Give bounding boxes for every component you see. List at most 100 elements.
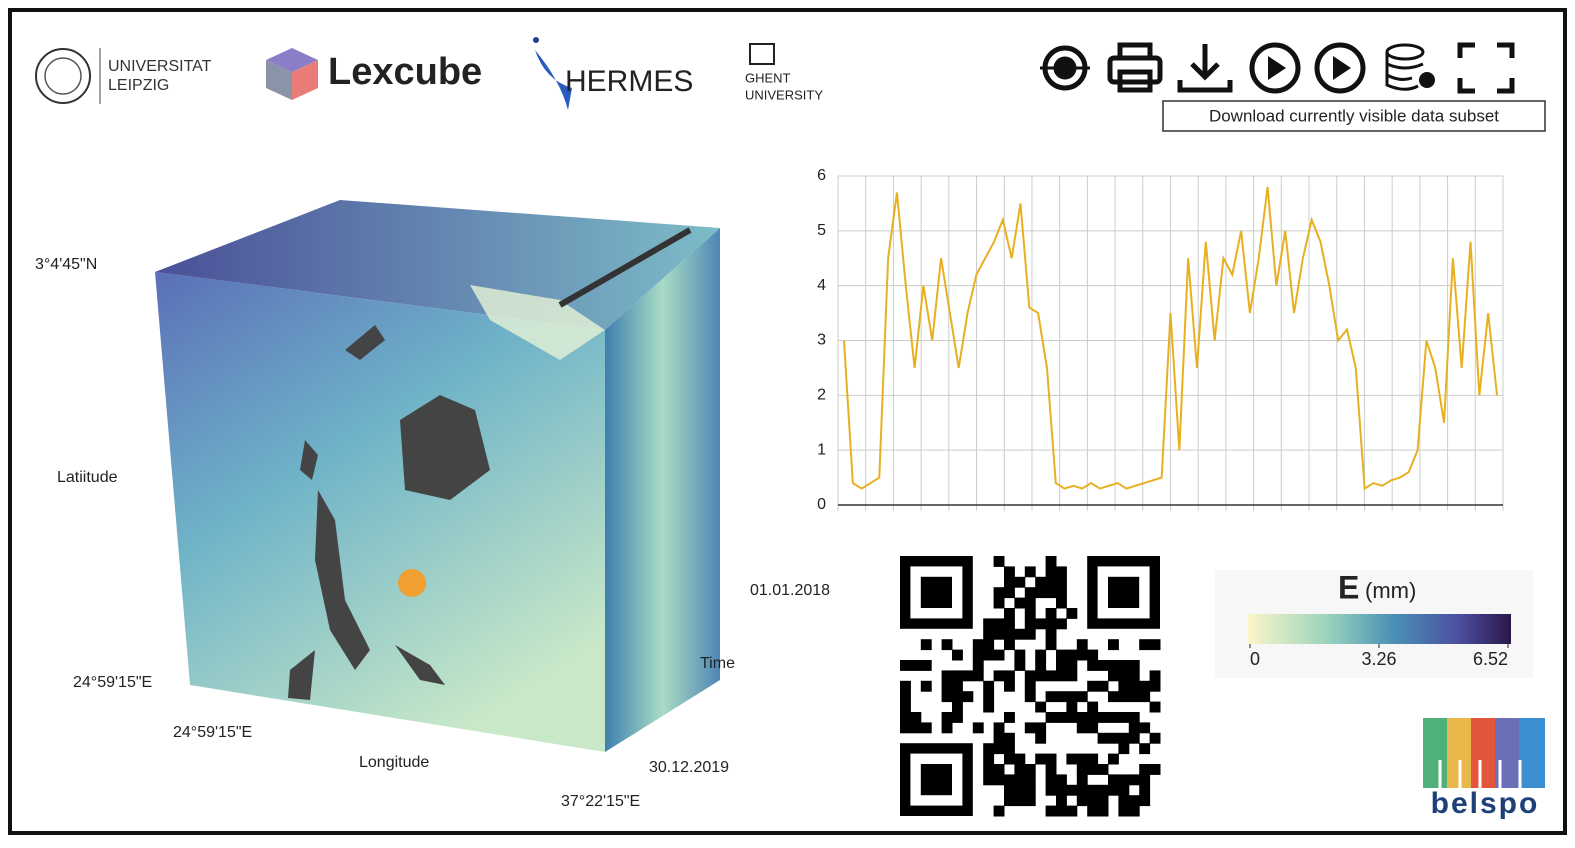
qr-module	[1035, 722, 1046, 733]
qr-module	[1025, 785, 1036, 796]
qr-module	[1077, 639, 1088, 650]
qr-module	[1014, 774, 1025, 785]
qr-module	[1035, 618, 1046, 629]
qr-module	[1014, 754, 1025, 765]
qr-module	[1118, 785, 1129, 796]
qr-module	[1118, 795, 1129, 806]
qr-module	[1087, 806, 1098, 817]
qr-module	[1150, 702, 1161, 713]
qr-module	[1025, 681, 1036, 692]
qr-module	[1087, 722, 1098, 733]
qr-module	[1056, 691, 1067, 702]
qr-module	[1056, 598, 1067, 609]
qr-module	[1087, 712, 1098, 723]
data-cube[interactable]	[155, 200, 720, 752]
qr-module	[900, 702, 911, 713]
qr-module	[973, 722, 984, 733]
qr-module	[900, 712, 911, 723]
qr-module	[1035, 733, 1046, 744]
qr-module	[1046, 608, 1057, 619]
qr-module	[1056, 785, 1067, 796]
qr-module	[1025, 587, 1036, 598]
qr-module	[952, 670, 963, 681]
qr-module	[1129, 733, 1140, 744]
logo-text: belspo	[1431, 787, 1540, 820]
qr-module	[962, 691, 973, 702]
axis-label: 37°22'15"E	[561, 793, 640, 810]
qr-module	[1129, 795, 1140, 806]
qr-module	[900, 660, 911, 671]
qr-module	[952, 712, 963, 723]
colorbar-tick-label: 3.26	[1361, 649, 1396, 669]
qr-module	[1139, 639, 1150, 650]
qr-module	[1004, 795, 1015, 806]
qr-module	[942, 670, 953, 681]
qr-module	[1056, 577, 1067, 588]
qr-module	[952, 650, 963, 661]
qr-module	[983, 629, 994, 640]
qr-module	[910, 712, 921, 723]
qr-module	[1139, 691, 1150, 702]
qr-module	[1014, 660, 1025, 671]
colorbar-tick-label: 0	[1250, 649, 1260, 669]
qr-module	[1118, 681, 1129, 692]
qr-module	[1046, 618, 1057, 629]
qr-module	[1004, 774, 1015, 785]
qr-module	[1004, 785, 1015, 796]
qr-module	[1056, 795, 1067, 806]
y-tick-label: 4	[817, 277, 826, 294]
qr-module	[1066, 608, 1077, 619]
qr-module	[973, 670, 984, 681]
axis-label: Time	[700, 655, 735, 672]
qr-module	[1025, 691, 1036, 702]
qr-module	[983, 743, 994, 754]
selected-point[interactable]	[398, 569, 426, 597]
qr-module	[994, 556, 1005, 567]
qr-module	[1056, 587, 1067, 598]
qr-module	[1035, 587, 1046, 598]
qr-module	[1046, 764, 1057, 775]
qr-module	[1087, 660, 1098, 671]
qr-module	[1025, 774, 1036, 785]
qr-module	[1035, 754, 1046, 765]
qr-module	[1077, 722, 1088, 733]
qr-module	[921, 722, 932, 733]
qr-module	[1004, 618, 1015, 629]
qr-module	[942, 722, 953, 733]
y-tick-label: 0	[817, 496, 826, 513]
qr-finder	[921, 577, 952, 608]
qr-module	[1035, 702, 1046, 713]
qr-module	[1056, 806, 1067, 817]
qr-module	[1139, 722, 1150, 733]
qr-module	[942, 681, 953, 692]
qr-module	[1077, 754, 1088, 765]
axis-label: 24°59'15"E	[173, 724, 252, 741]
qr-module	[1129, 691, 1140, 702]
qr-finder	[1108, 577, 1139, 608]
qr-module	[994, 774, 1005, 785]
qr-module	[983, 702, 994, 713]
qr-module	[1108, 733, 1119, 744]
qr-module	[1046, 670, 1057, 681]
qr-module	[910, 660, 921, 671]
qr-module	[973, 660, 984, 671]
axis-label: 30.12.2019	[649, 759, 729, 776]
qr-module	[1046, 556, 1057, 567]
qr-module	[1098, 806, 1109, 817]
qr-module	[1108, 712, 1119, 723]
qr-module	[1129, 722, 1140, 733]
qr-module	[1108, 670, 1119, 681]
qr-module	[983, 650, 994, 661]
page: UNIVERSITAT LEIPZIG Lexcube HERMES GHENT…	[0, 0, 1575, 843]
qr-module	[1056, 670, 1067, 681]
qr-module	[973, 650, 984, 661]
qr-module	[1066, 785, 1077, 796]
qr-module	[1025, 608, 1036, 619]
qr-module	[1118, 806, 1129, 817]
qr-module	[1066, 650, 1077, 661]
qr-module	[1087, 754, 1098, 765]
qr-module	[994, 806, 1005, 817]
qr-module	[1025, 795, 1036, 806]
qr-module	[1098, 712, 1109, 723]
qr-finder	[921, 764, 952, 795]
